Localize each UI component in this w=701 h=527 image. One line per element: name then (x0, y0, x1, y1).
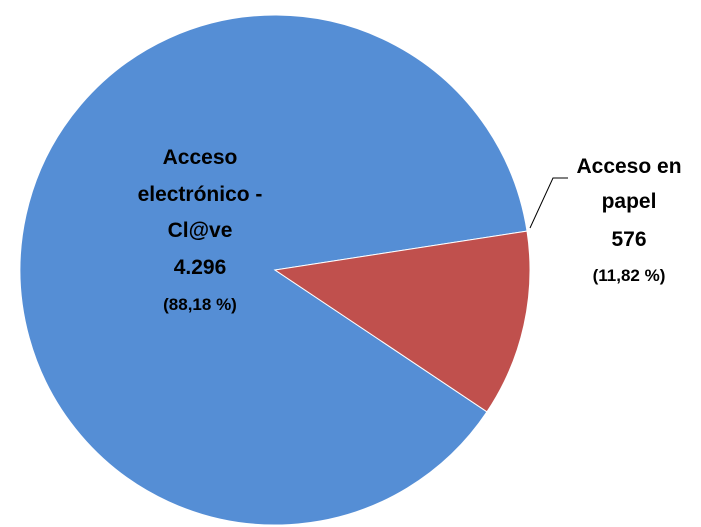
slice-percent-label: (11,82 %) (593, 266, 666, 285)
slice-label-line: Cl@ve (168, 219, 233, 242)
slice-value-label: 576 (611, 228, 646, 251)
pie-slices (19, 14, 531, 526)
slice-label-line: Acceso (163, 146, 238, 169)
pie-slice-acceso-electronico (19, 14, 528, 526)
slice-label-line: Acceso en (576, 155, 681, 178)
slice-label-line: papel (602, 190, 657, 213)
slice-percent-label: (88,18 %) (163, 295, 237, 314)
slice-labels: Acceso electrónico - Cl@ve 4.296 (88,18 %) Ac… (138, 146, 682, 314)
slice-label-line: electrónico - (138, 183, 263, 206)
slice-value-label: 4.296 (174, 256, 227, 279)
leader-line-acceso-papel (529, 177, 568, 229)
leader-lines (529, 177, 568, 229)
pie-slice-acceso-papel (273, 230, 531, 413)
